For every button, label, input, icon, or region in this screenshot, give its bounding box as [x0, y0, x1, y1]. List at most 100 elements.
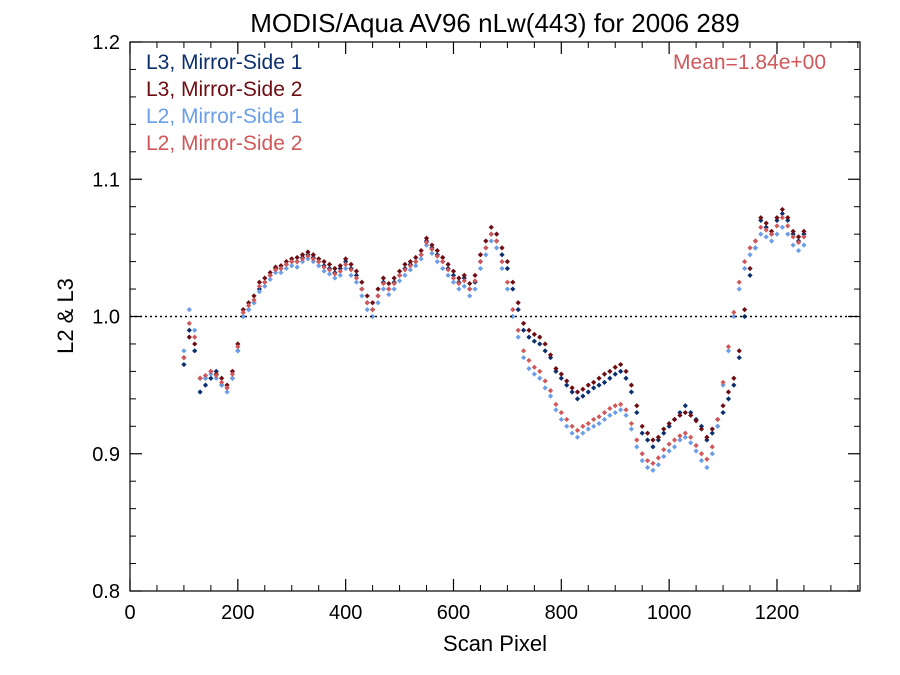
data-point — [795, 239, 802, 245]
data-point — [246, 307, 252, 313]
data-point — [186, 307, 192, 313]
data-point — [736, 348, 742, 354]
data-point — [693, 442, 699, 449]
data-point — [585, 382, 591, 388]
data-point — [666, 441, 672, 447]
data-point — [299, 252, 306, 258]
data-point — [639, 430, 645, 436]
data-point — [483, 245, 489, 251]
data-point — [467, 280, 473, 287]
data-point — [715, 423, 721, 429]
data-point — [520, 320, 527, 326]
data-point — [456, 280, 462, 287]
data-point — [251, 300, 257, 306]
data-point — [655, 455, 661, 461]
data-point — [709, 444, 715, 450]
data-point — [262, 283, 268, 289]
data-point — [450, 268, 457, 274]
data-point — [272, 267, 279, 273]
data-point — [644, 437, 651, 443]
data-point — [628, 420, 635, 427]
data-point — [596, 375, 602, 381]
data-point — [666, 448, 672, 454]
data-point — [353, 275, 360, 281]
data-point — [677, 412, 683, 418]
data-point — [450, 275, 457, 281]
data-point — [591, 423, 597, 429]
data-point — [364, 307, 370, 313]
data-point — [407, 267, 413, 273]
data-point — [456, 275, 462, 281]
data-point — [553, 407, 559, 413]
data-point — [612, 409, 618, 416]
data-point — [208, 375, 214, 381]
data-point — [580, 423, 586, 429]
data-point — [558, 375, 564, 381]
data-point — [246, 300, 252, 306]
data-point — [332, 271, 338, 277]
data-point — [219, 382, 225, 388]
data-point — [785, 215, 791, 221]
data-point — [186, 320, 192, 326]
data-point — [504, 286, 511, 292]
data-point — [477, 259, 484, 265]
data-point — [650, 460, 656, 466]
data-point — [310, 252, 316, 258]
data-point — [547, 355, 554, 361]
legend-entry: L2, Mirror-Side 1 — [146, 105, 302, 128]
data-point — [558, 371, 564, 377]
data-point — [202, 375, 209, 381]
data-point — [542, 385, 548, 391]
data-point — [580, 393, 586, 399]
axis-ticks: 0 200 400 600 800 1000 1200 0.8 0.9 1.0 1.1 1.2 — [92, 32, 860, 624]
data-point — [542, 348, 548, 354]
data-point — [715, 416, 721, 423]
data-point — [531, 371, 537, 377]
data-point — [801, 242, 807, 248]
data-point — [704, 456, 710, 462]
x-tick-label: 400 — [329, 602, 362, 624]
data-point — [666, 423, 672, 429]
data-point — [407, 259, 413, 265]
data-point — [564, 382, 570, 388]
data-point — [202, 372, 209, 379]
data-point — [262, 275, 268, 281]
data-point — [574, 427, 581, 434]
data-point — [359, 279, 365, 285]
data-point — [623, 412, 629, 418]
data-point — [639, 451, 645, 457]
data-point — [774, 217, 780, 224]
data-point — [267, 269, 273, 276]
data-point — [747, 245, 753, 251]
data-point — [628, 426, 635, 432]
data-point — [580, 430, 586, 436]
data-point — [758, 217, 764, 224]
data-point — [337, 272, 343, 278]
data-point — [574, 396, 581, 402]
data-point — [440, 259, 446, 265]
data-point — [628, 389, 635, 395]
data-point — [186, 327, 192, 333]
data-point — [704, 434, 710, 440]
y-tick-label: 0.9 — [92, 444, 120, 466]
data-point — [607, 375, 613, 381]
data-point — [483, 238, 489, 244]
data-point — [359, 286, 365, 292]
data-point — [758, 231, 764, 237]
data-point — [396, 272, 403, 278]
data-point — [337, 265, 343, 272]
data-point — [467, 286, 473, 292]
data-point — [499, 259, 505, 265]
data-point — [386, 280, 392, 287]
data-point — [725, 389, 732, 395]
data-point — [510, 279, 516, 285]
data-point — [671, 437, 678, 443]
data-point — [558, 416, 564, 423]
data-point — [537, 375, 543, 381]
data-point — [698, 458, 705, 464]
data-point — [661, 430, 667, 436]
data-point — [515, 307, 521, 313]
data-point — [326, 271, 333, 277]
data-point — [650, 444, 656, 450]
data-point — [596, 420, 602, 427]
